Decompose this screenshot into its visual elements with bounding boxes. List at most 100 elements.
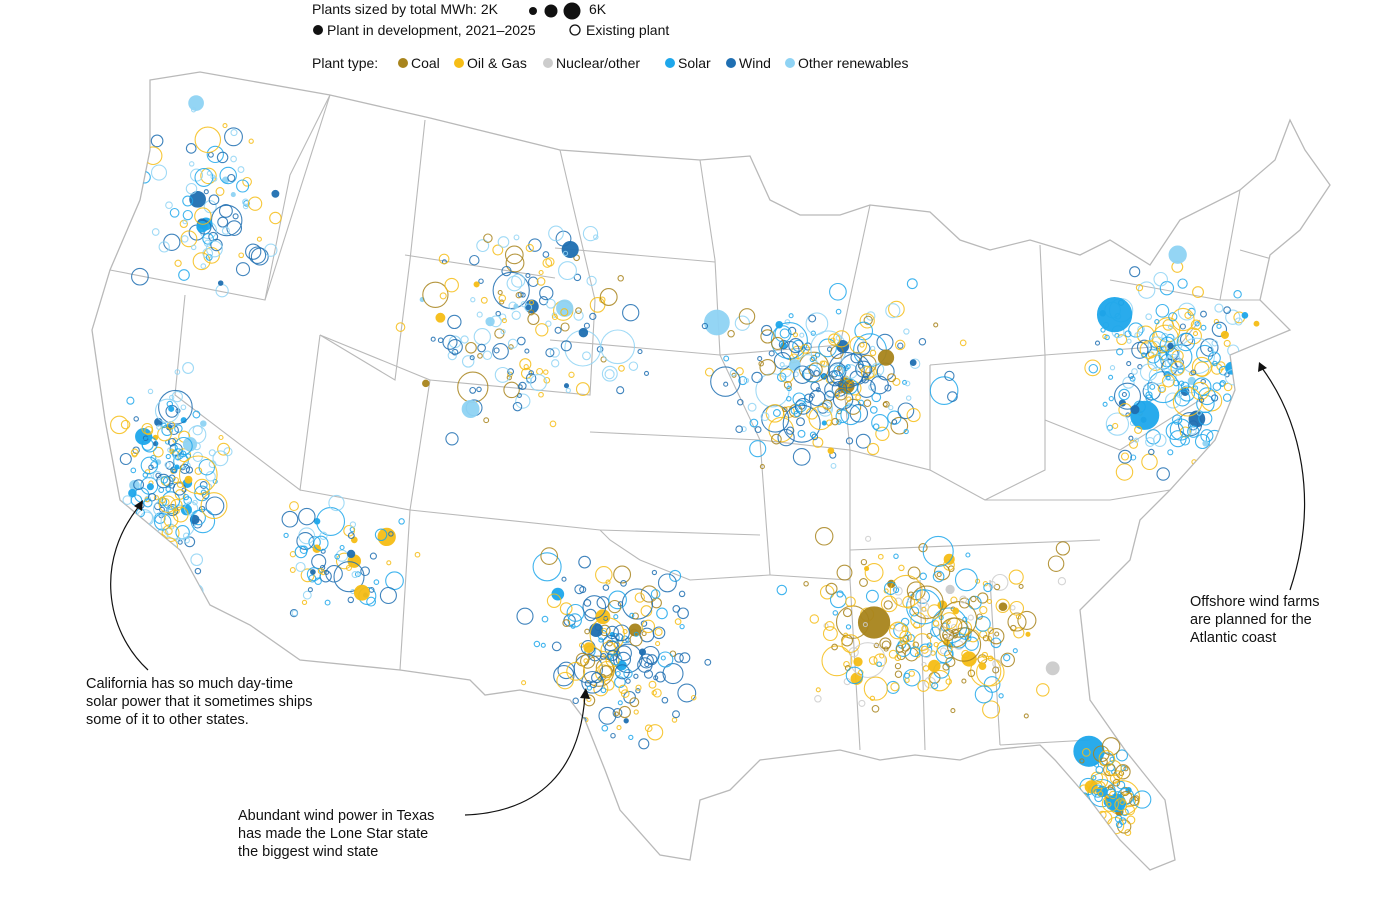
plant-marker [825, 582, 838, 595]
plant-marker [814, 352, 821, 358]
plant-marker [1094, 340, 1101, 346]
plant-marker [1216, 323, 1222, 329]
plant-marker [1176, 332, 1196, 352]
plant-marker [1220, 330, 1229, 339]
plant-marker [855, 360, 873, 378]
plant-marker [610, 732, 616, 739]
plant-marker [205, 496, 225, 516]
plant-marker [849, 335, 868, 354]
plant-marker [833, 364, 845, 377]
plant-marker [1188, 420, 1199, 431]
plant-marker [513, 303, 519, 309]
plant-marker [561, 576, 567, 582]
plant-marker [501, 318, 507, 324]
plant-marker [1190, 319, 1202, 331]
plant-marker [582, 595, 607, 619]
plant-marker [182, 362, 195, 374]
plant-marker [646, 724, 664, 741]
solar-swatch-icon [665, 58, 675, 68]
plant-marker [1079, 758, 1085, 764]
plant-marker [889, 621, 907, 640]
plant-marker [902, 379, 908, 385]
atlantic-annotation-line-2: are planned for the [1190, 612, 1312, 628]
plant-marker [1025, 631, 1031, 637]
plant-marker [845, 666, 864, 685]
plant-marker [605, 579, 611, 585]
california-arrow [110, 504, 149, 671]
plant-marker [633, 709, 639, 715]
plant-marker [566, 603, 585, 622]
plant-marker [857, 341, 871, 355]
plant-marker [161, 422, 167, 429]
plant-marker [154, 398, 180, 424]
plant-marker [1036, 683, 1050, 697]
plant-marker [849, 404, 869, 423]
plant-marker [1101, 794, 1119, 813]
plant-marker [1180, 381, 1190, 391]
plant-marker [622, 629, 628, 635]
plant-marker [500, 328, 506, 335]
plant-marker [1124, 805, 1136, 816]
plant-marker [933, 322, 939, 328]
plant-marker [830, 462, 837, 469]
legend-existing-label: Existing plant [586, 22, 669, 38]
plant-marker [444, 277, 459, 293]
plant-marker [526, 377, 532, 384]
plant-marker [1116, 348, 1124, 356]
plant-marker [538, 391, 544, 398]
plant-marker [654, 671, 666, 683]
plant-marker [1190, 369, 1197, 376]
plant-marker [845, 624, 852, 630]
plant-marker [180, 230, 198, 248]
plant-marker [1121, 734, 1134, 747]
plant-marker [545, 257, 555, 267]
plant-marker [1106, 788, 1116, 798]
plant-marker [583, 655, 615, 687]
plant-marker [565, 387, 571, 394]
plant-marker [1129, 375, 1136, 382]
plant-marker [1087, 810, 1094, 817]
plant-marker [818, 338, 837, 358]
plant-marker [582, 225, 599, 242]
development-plant-icon [313, 25, 323, 35]
plant-marker [1196, 344, 1214, 363]
plant-marker [143, 530, 150, 536]
plant-marker [998, 602, 1008, 612]
plant-marker [855, 394, 861, 401]
plant-marker [879, 653, 885, 659]
plant-marker [589, 617, 625, 653]
plant-marker [1118, 449, 1133, 464]
plant-marker [799, 332, 805, 338]
plant-marker [476, 386, 482, 393]
plant-marker [958, 597, 971, 609]
plant-marker [788, 358, 801, 371]
plant-marker [1214, 303, 1224, 313]
plant-marker [395, 322, 406, 332]
texas-arrow-head-icon [580, 688, 590, 699]
plant-marker [899, 637, 908, 645]
plant-marker [805, 312, 829, 336]
plant-marker [859, 313, 875, 329]
plant-marker [1116, 780, 1126, 790]
plant-marker [119, 452, 132, 466]
us-outline [91, 71, 1331, 871]
plant-marker [572, 697, 579, 705]
plant-marker [545, 320, 552, 327]
plant-marker [621, 635, 629, 644]
plant-marker [1253, 320, 1260, 327]
plant-marker [1194, 321, 1200, 327]
plant-marker [634, 592, 645, 603]
plant-marker [283, 532, 289, 539]
plant-marker [451, 348, 459, 356]
plant-marker [962, 616, 968, 622]
plant-marker [1107, 784, 1114, 791]
plant-marker [170, 498, 183, 512]
plant-marker [1136, 339, 1152, 355]
plant-marker [324, 599, 331, 606]
plant-marker [998, 693, 1004, 699]
plant-marker [607, 649, 619, 661]
plant-marker [929, 669, 951, 692]
plant-marker [1198, 387, 1216, 406]
plant-marker [609, 653, 623, 666]
plant-marker [613, 624, 630, 642]
